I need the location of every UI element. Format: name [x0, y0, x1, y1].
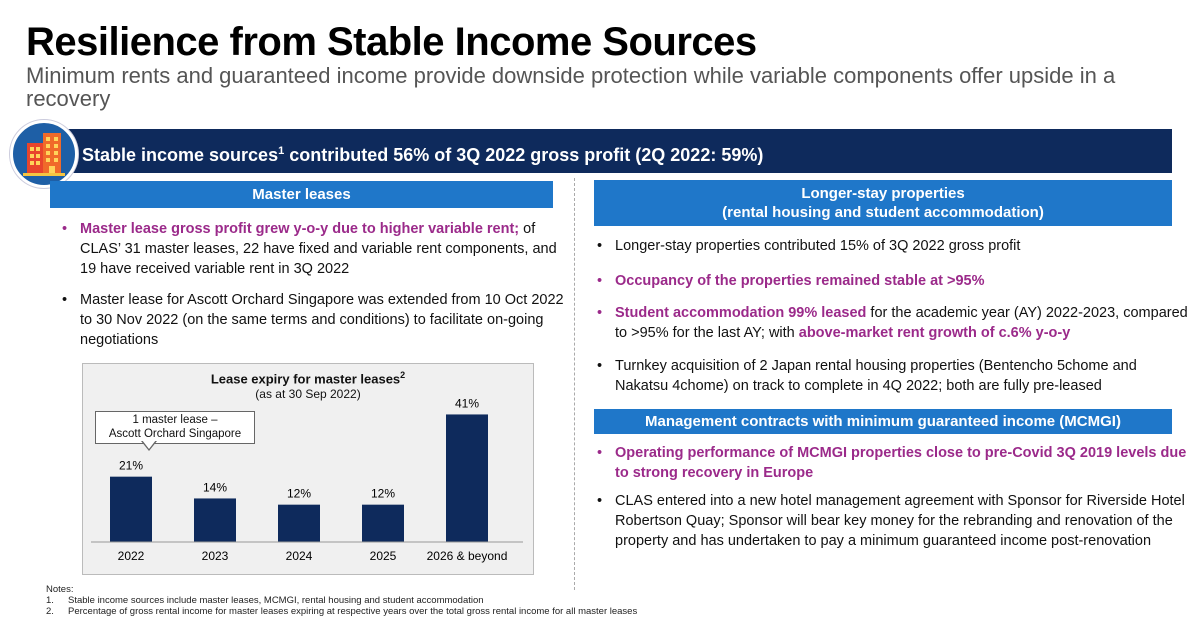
footnote-2: 2. Percentage of gross rental income for …	[46, 606, 638, 617]
notes-heading: Notes:	[46, 584, 74, 595]
bar-value-label: 12%	[287, 487, 311, 501]
banner-text: Stable income sources1 contributed 56% o…	[82, 145, 764, 165]
footnotes: Notes: 1. Stable income sources include m…	[46, 584, 637, 617]
longer-stay-bullet-3: Student accommodation 99% leased for the…	[597, 303, 1190, 343]
bar-2025	[362, 504, 404, 542]
footnote-1: 1. Stable income sources include master l…	[46, 595, 484, 606]
page-subtitle: Minimum rents and guaranteed income prov…	[26, 63, 1116, 111]
category-label: 2026 & beyond	[427, 549, 508, 563]
bar-2023	[194, 498, 236, 542]
longer-stay-bullet-2: Occupancy of the properties remained sta…	[597, 271, 1190, 291]
mcmgi-header: Management contracts with minimum guaran…	[594, 409, 1172, 434]
bar-2026-beyond	[446, 414, 488, 542]
chart-subtitle: (as at 30 Sep 2022)	[255, 387, 361, 401]
bar-value-label: 21%	[119, 459, 143, 473]
longer-stay-bullet-1: Longer-stay properties contributed 15% o…	[597, 236, 1190, 256]
bar-2024	[278, 504, 320, 542]
chart-title: Lease expiry for master leases2	[210, 370, 406, 387]
master-leases-header: Master leases	[50, 181, 553, 208]
longer-stay-header: Longer-stay properties (rental housing a…	[594, 180, 1172, 226]
page-title: Resilience from Stable Income Sources	[26, 20, 757, 64]
longer-stay-bullet-4: Turnkey acquisition of 2 Japan rental ho…	[597, 356, 1190, 396]
chart-callout: 1 master lease – Ascott Orchard Singapore	[95, 411, 255, 444]
mcmgi-bullet-1: Operating performance of MCMGI propertie…	[597, 443, 1190, 483]
summary-banner: Stable income sources1 contributed 56% o…	[58, 129, 1172, 173]
building-icon	[10, 120, 78, 188]
category-label: 2025	[370, 549, 397, 563]
chart-plot: 21% 2022 14% 2023 12% 2024 12% 2025 41% 2026 & be…	[91, 396, 523, 563]
master-lease-bullet-2: Master lease for Ascott Orchard Singapor…	[62, 290, 570, 350]
category-label: 2024	[286, 549, 313, 563]
mcmgi-bullet-2: CLAS entered into a new hotel management…	[597, 491, 1190, 551]
bar-value-label: 12%	[371, 487, 395, 501]
category-label: 2022	[118, 549, 145, 563]
bar-2022	[110, 476, 152, 542]
column-divider	[574, 178, 575, 590]
category-label: 2023	[202, 549, 229, 563]
master-lease-bullet-1: Master lease gross profit grew y-o-y due…	[62, 219, 570, 279]
bar-value-label: 41%	[455, 396, 479, 410]
bar-value-label: 14%	[203, 480, 227, 494]
lease-expiry-chart: Lease expiry for master leases2 (as at 3…	[82, 363, 534, 575]
